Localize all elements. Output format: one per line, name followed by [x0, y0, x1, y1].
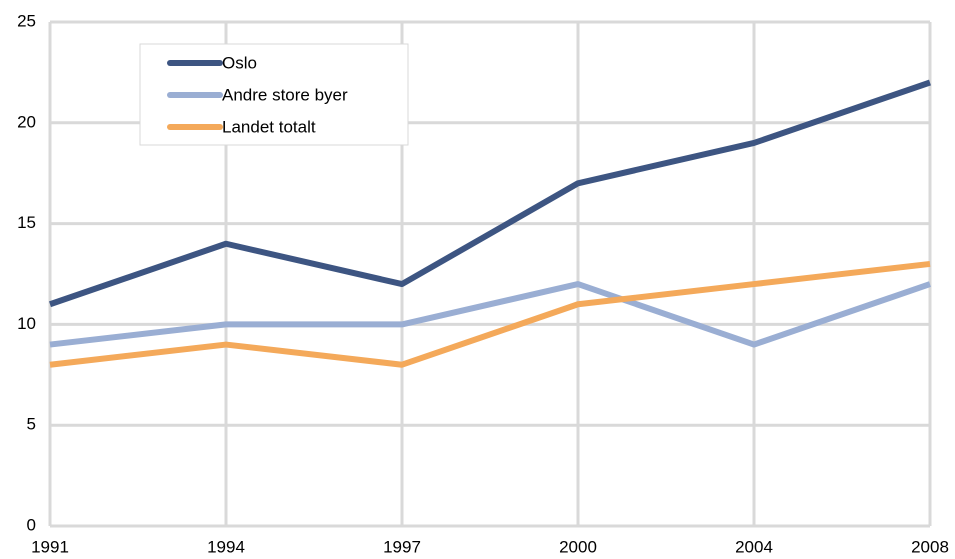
series-line: [49, 260, 931, 368]
y-tick-label: 0: [27, 515, 36, 534]
y-tick-label: 20: [17, 112, 36, 131]
y-tick-label: 10: [17, 314, 36, 333]
x-tick-label: 2008: [911, 537, 949, 556]
x-tick-label: 1991: [31, 537, 69, 556]
y-tick-label: 25: [17, 11, 36, 30]
legend-label: Oslo: [222, 53, 257, 72]
y-tick-label: 15: [17, 213, 36, 232]
x-tick-label: 1997: [383, 537, 421, 556]
series-line: [49, 79, 931, 308]
x-tick-label: 1994: [207, 537, 245, 556]
x-tick-label: 2000: [559, 537, 597, 556]
x-tick-label: 2004: [735, 537, 773, 556]
y-tick-label: 5: [27, 415, 36, 434]
series-line: [49, 281, 931, 348]
legend-label: Andre store byer: [222, 85, 348, 104]
legend-label: Landet totalt: [222, 117, 316, 136]
